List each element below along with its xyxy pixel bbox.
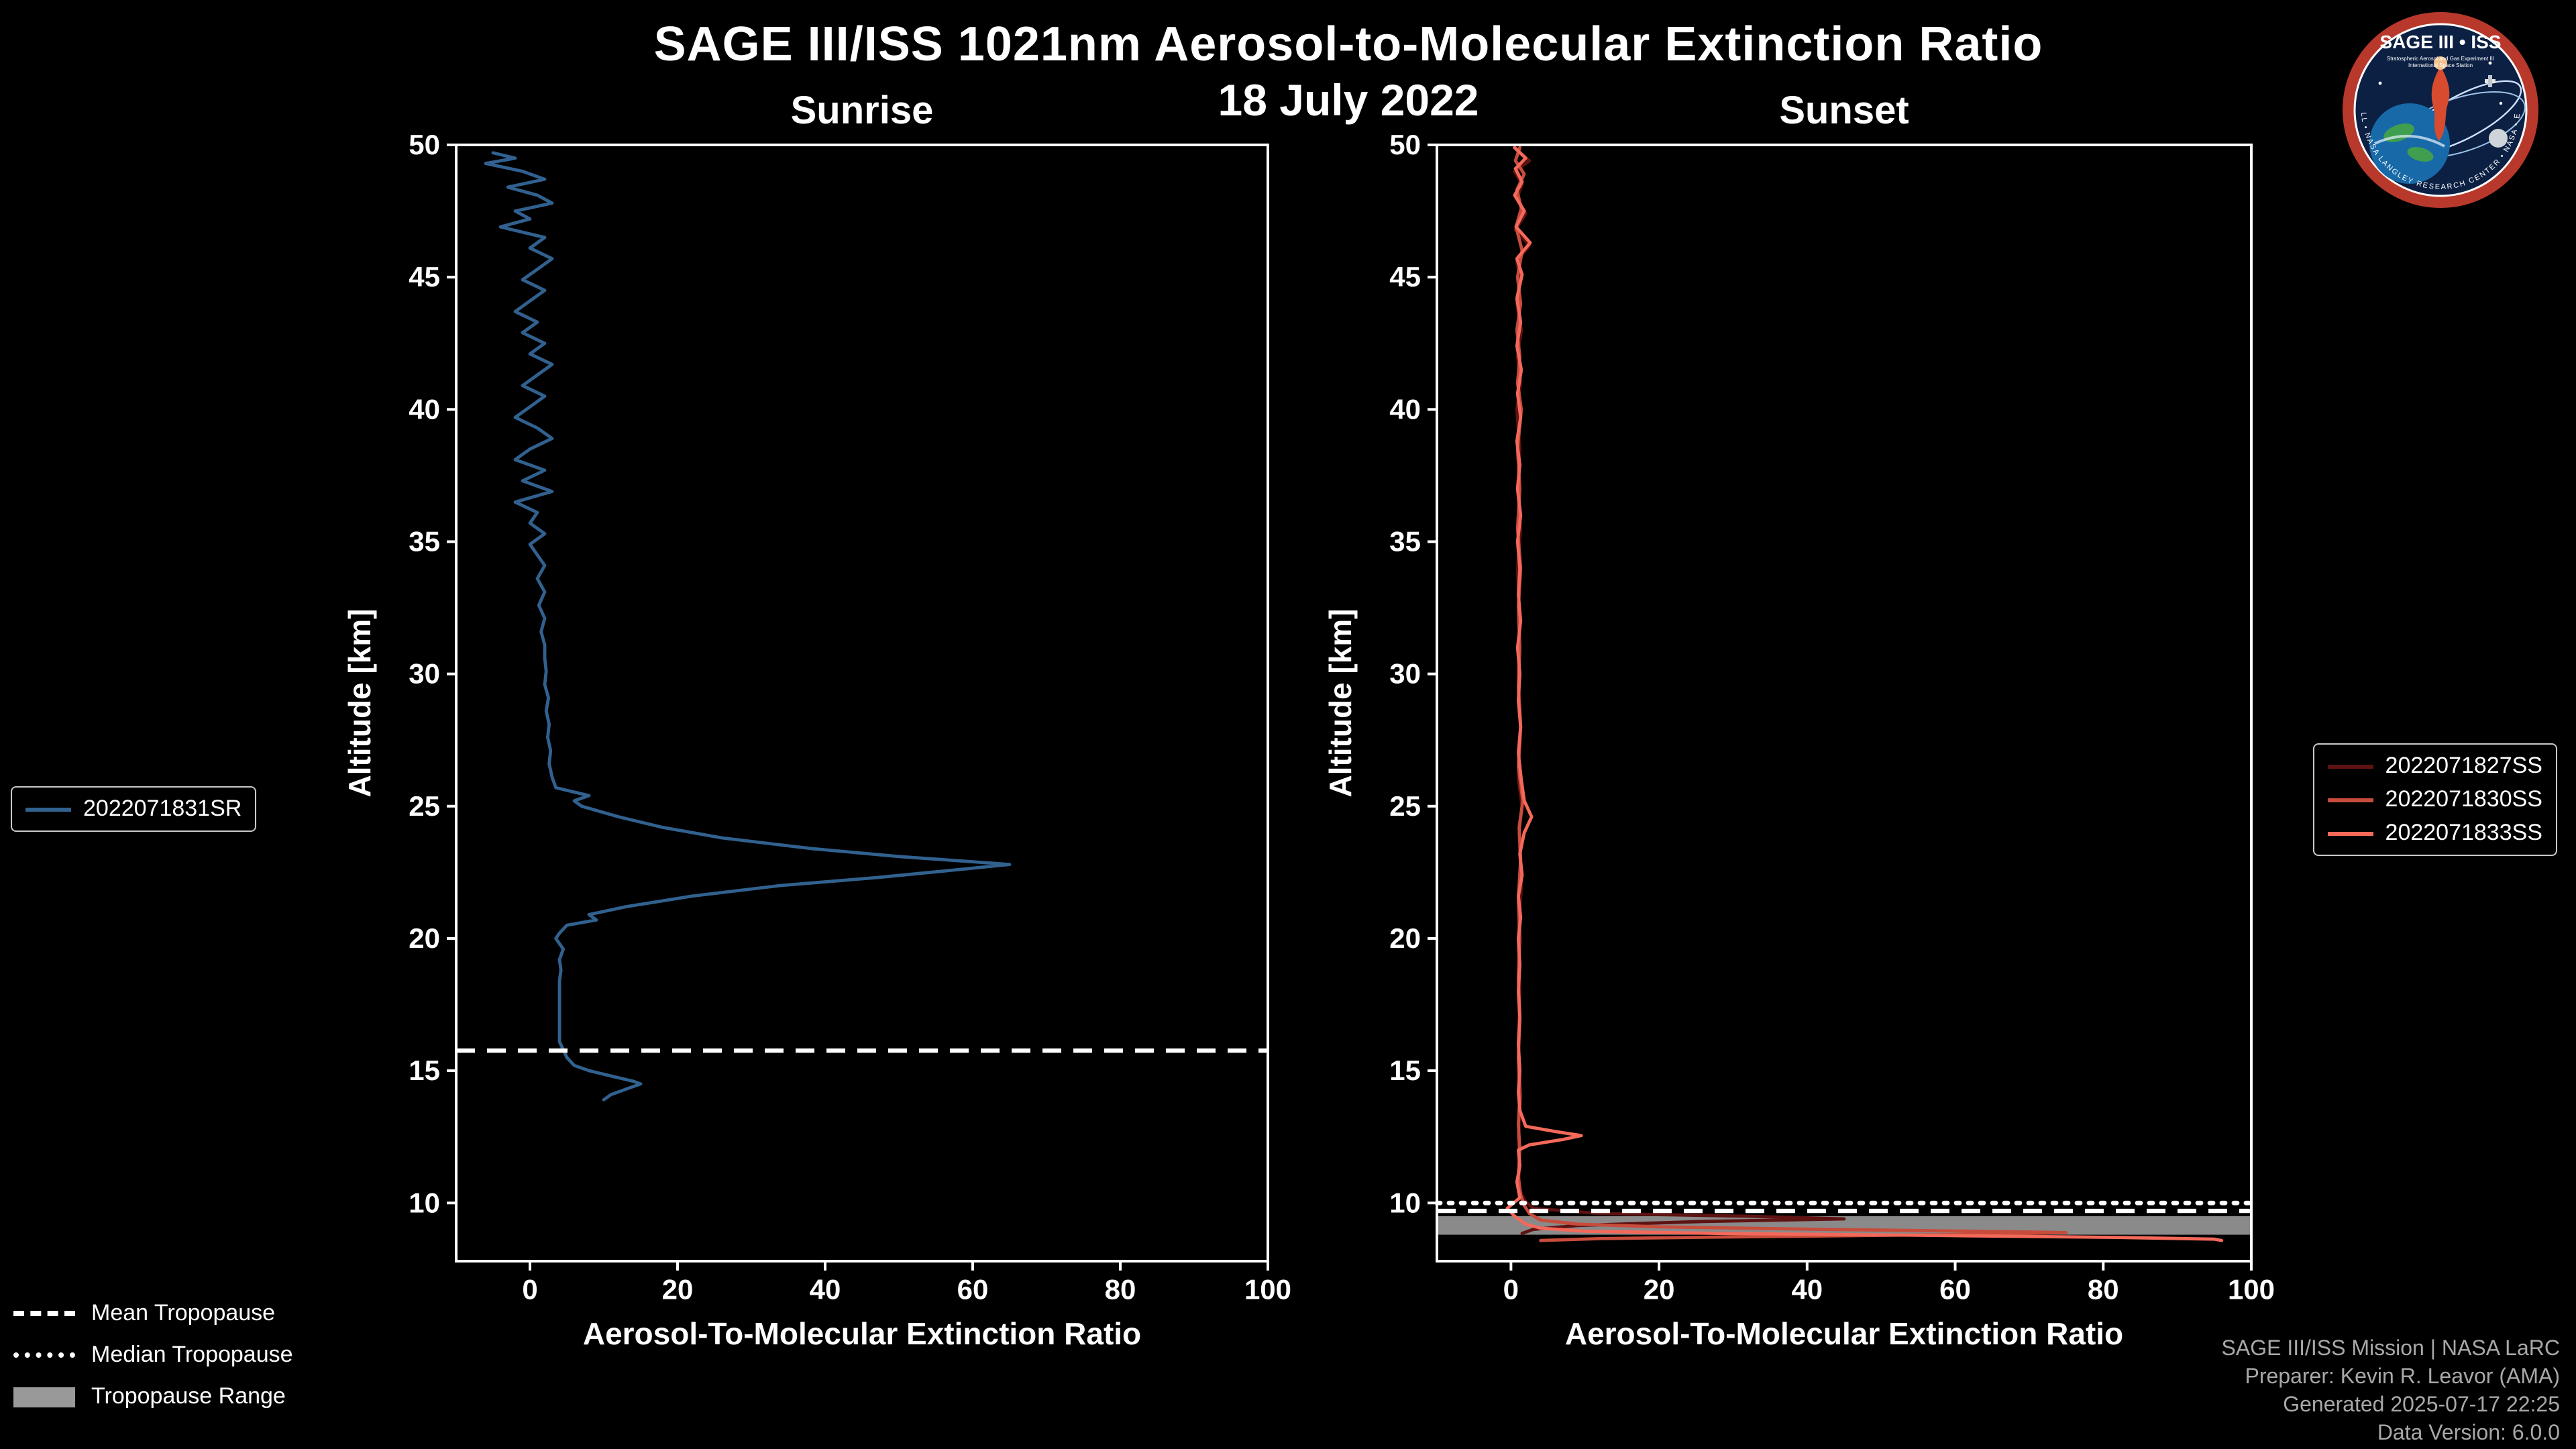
legend-line-sample	[2327, 798, 2373, 802]
y-tick-label: 15	[1389, 1055, 1421, 1086]
x-tick-label: 100	[1244, 1273, 1291, 1305]
logo-figure	[2431, 66, 2450, 141]
y-tick-label: 40	[409, 393, 440, 425]
sunrise-legend: 2022071831SR	[11, 786, 257, 832]
y-tick-label: 40	[1389, 393, 1421, 425]
logo-moon	[2489, 129, 2508, 148]
x-axis-label: Aerosol-To-Molecular Extinction Ratio	[1565, 1316, 2123, 1351]
y-tick-label: 35	[409, 525, 440, 557]
credit-line: Generated 2025-07-17 22:25	[2283, 1394, 2560, 1417]
x-tick-label: 40	[810, 1273, 841, 1305]
legend-row: 2022071833SS	[2327, 820, 2542, 847]
x-tick-label: 60	[1939, 1273, 1971, 1305]
x-tick-label: 80	[1105, 1273, 1136, 1305]
series-2022071833SS	[1505, 146, 2224, 1242]
legend-line-sample	[25, 807, 71, 811]
y-tick-label: 20	[409, 922, 440, 954]
mission-logo-graphic: SAGE III • ISS Stratospheric Aerosol and…	[2337, 3, 2538, 208]
sunset-panel-title: Sunset	[1779, 90, 1909, 133]
logo-subtitle: Stratospheric Aerosol and Gas Experiment…	[2387, 56, 2494, 62]
y-tick-label: 45	[409, 261, 440, 292]
legend-label: Median Tropopause	[91, 1342, 293, 1367]
y-tick-label: 50	[409, 129, 440, 160]
x-tick-label: 0	[522, 1273, 537, 1305]
y-axis-label: Altitude [km]	[342, 608, 377, 797]
sunrise-panel-title: Sunrise	[790, 90, 934, 133]
credit-line: SAGE III/ISS Mission | NASA LaRC	[2221, 1338, 2561, 1360]
legend-row: 2022071830SS	[2327, 786, 2542, 813]
y-tick-label: 10	[409, 1187, 440, 1218]
y-tick-label: 30	[1389, 658, 1421, 690]
tropopause-legend: Mean Tropopause Median Tropopause Tropop…	[13, 1300, 293, 1410]
legend-label: Tropopause Range	[91, 1383, 286, 1409]
sunset-legend: 2022071827SS 2022071830SS 2022071833SS	[2312, 743, 2557, 856]
x-axis-label: Aerosol-To-Molecular Extinction Ratio	[583, 1316, 1141, 1351]
legend-line-sample	[2327, 764, 2373, 768]
y-tick-label: 15	[409, 1055, 440, 1086]
series-2022071831SR	[484, 151, 1012, 1102]
figure-date: 18 July 2022	[1218, 75, 1479, 125]
logo-title: SAGE III • ISS	[2380, 32, 2502, 52]
y-tick-label: 50	[1389, 129, 1421, 160]
mission-logo: SAGE III • ISS Stratospheric Aerosol and…	[2337, 3, 2541, 211]
credit-line: Data Version: 6.0.0	[2377, 1422, 2560, 1445]
x-tick-label: 0	[1503, 1273, 1519, 1305]
credit-line: Preparer: Kevin R. Leavor (AMA)	[2245, 1366, 2561, 1389]
legend-row: Tropopause Range	[13, 1383, 293, 1410]
plot-frame	[1436, 144, 2253, 1263]
y-tick-label: 25	[1389, 790, 1421, 822]
dotted-line-sample	[13, 1352, 75, 1358]
legend-row: 2022071831SR	[25, 796, 241, 822]
y-tick-label: 35	[1389, 525, 1421, 557]
x-tick-label: 60	[957, 1273, 989, 1305]
x-tick-label: 20	[1644, 1273, 1675, 1305]
credits: SAGE III/ISS Mission | NASA LaRC Prepare…	[2222, 1335, 2561, 1448]
y-tick-label: 25	[409, 790, 440, 822]
series-2022071830SS	[1513, 146, 2068, 1242]
logo-earth	[2369, 103, 2450, 184]
legend-label: Mean Tropopause	[91, 1300, 276, 1326]
y-tick-label: 30	[409, 658, 440, 690]
legend-label: 2022071830SS	[2385, 786, 2542, 812]
legend-label: 2022071833SS	[2385, 820, 2542, 845]
band-sample	[13, 1387, 75, 1407]
x-tick-label: 20	[662, 1273, 694, 1305]
series-2022071827SS	[1513, 148, 1846, 1235]
legend-label: 2022071827SS	[2385, 753, 2542, 778]
legend-row: Median Tropopause	[13, 1342, 293, 1368]
legend-label: 2022071831SR	[83, 796, 242, 821]
x-tick-label: 40	[1791, 1273, 1823, 1305]
plot-frame	[455, 144, 1269, 1263]
x-tick-label: 80	[2088, 1273, 2119, 1305]
legend-line-sample	[2327, 831, 2373, 835]
y-axis-label: Altitude [km]	[1323, 608, 1358, 797]
figure-title: SAGE III/ISS 1021nm Aerosol-to-Molecular…	[653, 16, 2043, 71]
legend-row: 2022071827SS	[2327, 753, 2542, 780]
y-tick-label: 45	[1389, 261, 1421, 292]
y-tick-label: 20	[1389, 922, 1421, 954]
y-tick-label: 10	[1389, 1187, 1421, 1218]
legend-row: Mean Tropopause	[13, 1300, 293, 1327]
x-tick-label: 100	[2228, 1273, 2275, 1305]
dashed-line-sample	[13, 1311, 75, 1316]
logo-subtitle2: International Space Station	[2408, 62, 2473, 68]
